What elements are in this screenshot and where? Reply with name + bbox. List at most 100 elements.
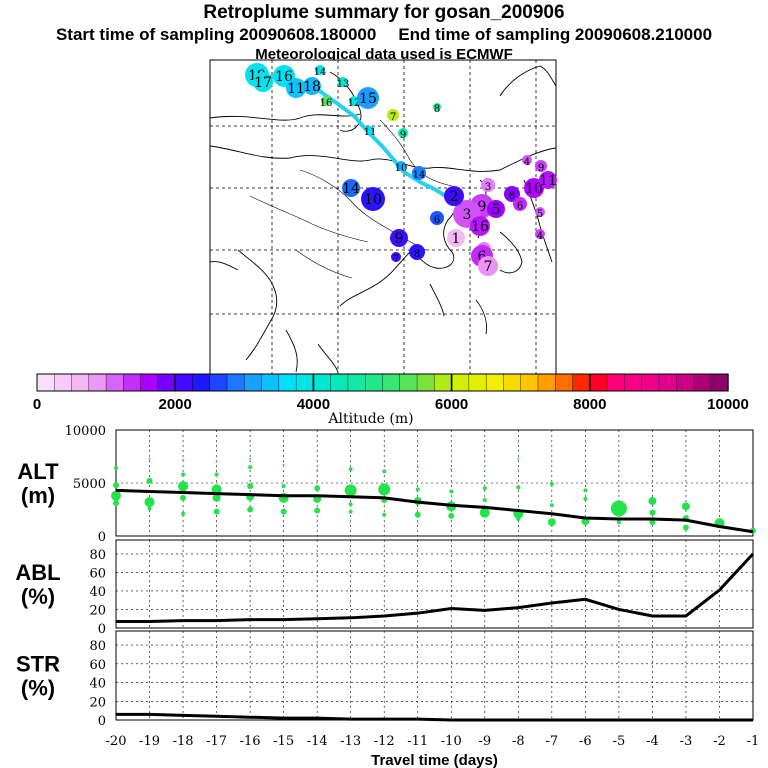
y-tick-label: 20 xyxy=(89,603,106,618)
map-cluster-dot xyxy=(447,229,465,247)
map-cluster: 11 xyxy=(539,171,557,189)
alt-dot xyxy=(181,511,186,516)
end-time-label: End time of sampling 20090608.210000 xyxy=(398,25,713,44)
colorbar-segment xyxy=(347,373,366,392)
map-cluster-label: 10 xyxy=(395,163,408,174)
map-cluster-dot xyxy=(487,200,505,218)
x-axis-label: Travel time (days) xyxy=(371,752,498,768)
x-tick-label: -17 xyxy=(206,734,227,749)
colorbar-segment xyxy=(226,373,245,392)
map-cluster-label: 5 xyxy=(492,202,501,218)
alt-dot xyxy=(483,465,486,468)
map-cluster: 9 xyxy=(398,128,408,141)
colorbar-segment xyxy=(140,373,159,392)
map-cluster: 15 xyxy=(357,87,379,109)
alt-dot xyxy=(516,485,521,490)
alt-dot xyxy=(479,507,490,518)
map-cluster-dot xyxy=(539,171,557,189)
map-cluster-label: 12 xyxy=(348,98,361,109)
alt-dot xyxy=(482,486,487,491)
colorbar-tick-label: 4000 xyxy=(297,396,330,413)
map-cluster: 17 xyxy=(253,72,273,92)
map-cluster-dot xyxy=(444,186,464,206)
colorbar-segment xyxy=(624,373,643,392)
borders xyxy=(249,119,453,279)
colorbar-segment xyxy=(36,373,55,392)
alt-dot xyxy=(181,472,186,477)
colorbar-segment xyxy=(313,373,332,392)
alt-dot xyxy=(610,500,627,517)
alt-dot xyxy=(382,469,387,474)
panel-ylabel: ALT xyxy=(17,459,59,484)
alt-dot xyxy=(616,520,621,525)
abl-panel: 0 20 40 60 80 ABL(%) xyxy=(15,539,755,637)
map-cluster: 5 xyxy=(487,200,505,218)
alt-dot xyxy=(649,509,656,516)
colorbar-tick-label: 8000 xyxy=(573,396,606,413)
panel-ylabel: STR xyxy=(16,652,60,677)
panel-ylabel: ABL xyxy=(15,560,60,585)
alt-dot xyxy=(449,489,454,494)
y-tick-label: 0 xyxy=(98,714,106,729)
map-cluster: 6 xyxy=(430,211,444,226)
map-cluster-dot xyxy=(412,166,426,180)
colorbar-segment xyxy=(157,373,176,392)
map-cluster-label: 8 xyxy=(414,249,420,260)
map-frame xyxy=(209,59,557,376)
map-cluster: 10 xyxy=(524,178,544,198)
alt-dot xyxy=(649,519,656,526)
map-cluster-label: 2 xyxy=(450,189,459,205)
y-tick-label: 5000 xyxy=(73,477,106,492)
alt-dot xyxy=(482,497,487,502)
map-cluster-dot xyxy=(535,229,545,239)
map-cluster-dot xyxy=(357,87,379,109)
map-cluster: 14 xyxy=(342,179,360,197)
x-tick-label: -8 xyxy=(512,734,525,749)
map-cluster-label: 11 xyxy=(539,173,557,189)
map-cluster-dot xyxy=(387,109,399,121)
map-cluster: 11 xyxy=(364,126,376,138)
colorbar-segment xyxy=(123,373,142,392)
map-cluster-dot xyxy=(470,216,490,236)
sampling-times: Start time of sampling 20090608.180000 En… xyxy=(0,25,768,45)
y-tick-label: 10000 xyxy=(65,424,106,439)
colorbar-segment xyxy=(261,373,280,392)
colorbar-segment xyxy=(589,373,608,392)
colorbar-segment xyxy=(365,373,384,392)
alt-dot xyxy=(378,483,391,496)
x-tick-label: -20 xyxy=(106,734,127,749)
x-tick-label: -15 xyxy=(273,734,294,749)
alt-dot xyxy=(144,497,155,508)
colorbar-segment xyxy=(451,373,470,392)
y-tick-label: 0 xyxy=(98,530,106,545)
map-cluster: 16 xyxy=(320,96,332,109)
map-cluster-dot xyxy=(361,187,385,211)
x-tick-label: -14 xyxy=(307,734,328,749)
x-tick-label: -3 xyxy=(680,734,693,749)
map-cluster: 7 xyxy=(391,252,401,265)
colorbar-segment xyxy=(537,373,556,392)
alt-dot xyxy=(682,524,689,531)
map-cluster: 14 xyxy=(412,166,426,181)
map-cluster-dot xyxy=(366,126,374,134)
met-data-label: Meteorological data used is ECMWF xyxy=(255,46,513,63)
map-cluster: 10 xyxy=(395,161,408,174)
colorbar-segment xyxy=(572,373,591,392)
start-time-label: Start time of sampling 20090608.180000 xyxy=(55,25,377,44)
colorbar-segment xyxy=(693,373,712,392)
map-cluster: 12 xyxy=(348,96,361,109)
y-tick-label: 40 xyxy=(89,677,106,692)
x-tick-label: -4 xyxy=(646,734,659,749)
map-cluster: 4 xyxy=(535,229,545,242)
colorbar-segment xyxy=(88,373,107,392)
x-tick-label: -16 xyxy=(240,734,261,749)
alt-dot xyxy=(583,488,588,493)
str-line xyxy=(116,712,753,722)
alt-dot xyxy=(448,512,455,519)
colorbar-segment xyxy=(710,373,729,392)
colorbar-segment xyxy=(399,373,418,392)
map-cluster-label: 4 xyxy=(524,157,530,168)
map-cluster-label: 5 xyxy=(537,209,543,220)
